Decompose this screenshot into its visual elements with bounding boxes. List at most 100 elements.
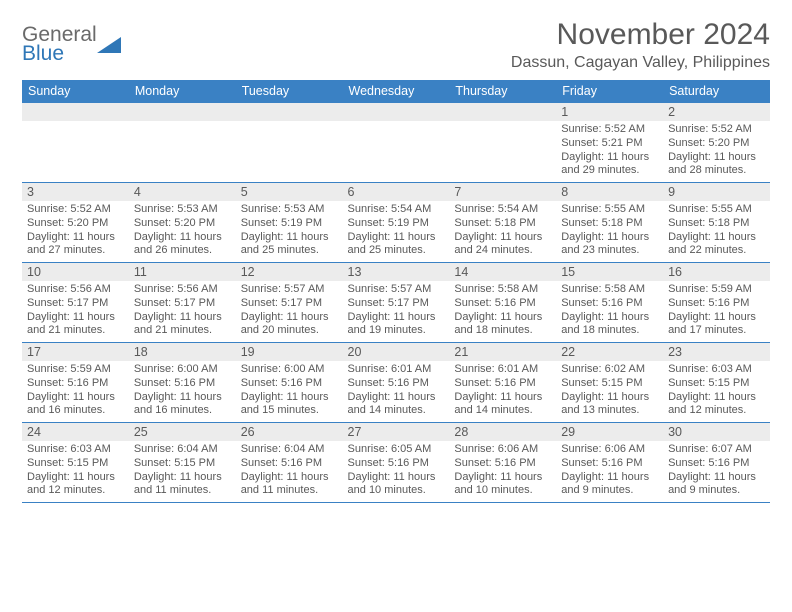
day-number (236, 103, 343, 121)
day-data: Sunrise: 5:55 AMSunset: 5:18 PMDaylight:… (663, 201, 770, 262)
day-cell (236, 103, 343, 183)
day-data: Sunrise: 6:05 AMSunset: 5:16 PMDaylight:… (343, 441, 450, 502)
week-row: 10Sunrise: 5:56 AMSunset: 5:17 PMDayligh… (22, 263, 770, 343)
logo-triangle-icon (97, 35, 125, 55)
day-cell: 22Sunrise: 6:02 AMSunset: 5:15 PMDayligh… (556, 343, 663, 423)
day-cell: 20Sunrise: 6:01 AMSunset: 5:16 PMDayligh… (343, 343, 450, 423)
day-number: 9 (663, 183, 770, 201)
day-data: Sunrise: 6:01 AMSunset: 5:16 PMDaylight:… (449, 361, 556, 422)
day-cell: 9Sunrise: 5:55 AMSunset: 5:18 PMDaylight… (663, 183, 770, 263)
day-data: Sunrise: 6:03 AMSunset: 5:15 PMDaylight:… (22, 441, 129, 502)
day-cell: 11Sunrise: 5:56 AMSunset: 5:17 PMDayligh… (129, 263, 236, 343)
day-number: 14 (449, 263, 556, 281)
day-number: 8 (556, 183, 663, 201)
header: General Blue November 2024 Dassun, Cagay… (22, 18, 770, 72)
location-label: Dassun, Cagayan Valley, Philippines (511, 54, 770, 72)
day-number (449, 103, 556, 121)
day-data: Sunrise: 5:55 AMSunset: 5:18 PMDaylight:… (556, 201, 663, 262)
day-data: Sunrise: 5:59 AMSunset: 5:16 PMDaylight:… (22, 361, 129, 422)
logo: General Blue (22, 24, 125, 64)
day-cell: 7Sunrise: 5:54 AMSunset: 5:18 PMDaylight… (449, 183, 556, 263)
day-cell: 4Sunrise: 5:53 AMSunset: 5:20 PMDaylight… (129, 183, 236, 263)
day-data: Sunrise: 6:06 AMSunset: 5:16 PMDaylight:… (449, 441, 556, 502)
day-number: 26 (236, 423, 343, 441)
day-number: 22 (556, 343, 663, 361)
day-data: Sunrise: 5:57 AMSunset: 5:17 PMDaylight:… (236, 281, 343, 342)
day-cell: 16Sunrise: 5:59 AMSunset: 5:16 PMDayligh… (663, 263, 770, 343)
day-data: Sunrise: 6:00 AMSunset: 5:16 PMDaylight:… (129, 361, 236, 422)
day-data: Sunrise: 5:52 AMSunset: 5:21 PMDaylight:… (556, 121, 663, 182)
week-row: 1Sunrise: 5:52 AMSunset: 5:21 PMDaylight… (22, 103, 770, 183)
day-data: Sunrise: 5:53 AMSunset: 5:19 PMDaylight:… (236, 201, 343, 262)
week-row: 24Sunrise: 6:03 AMSunset: 5:15 PMDayligh… (22, 423, 770, 503)
day-number: 21 (449, 343, 556, 361)
day-cell: 30Sunrise: 6:07 AMSunset: 5:16 PMDayligh… (663, 423, 770, 503)
day-data (236, 121, 343, 177)
day-number: 7 (449, 183, 556, 201)
day-data: Sunrise: 5:53 AMSunset: 5:20 PMDaylight:… (129, 201, 236, 262)
day-data: Sunrise: 5:54 AMSunset: 5:19 PMDaylight:… (343, 201, 450, 262)
week-row: 17Sunrise: 5:59 AMSunset: 5:16 PMDayligh… (22, 343, 770, 423)
day-number (343, 103, 450, 121)
day-number: 27 (343, 423, 450, 441)
day-data: Sunrise: 5:58 AMSunset: 5:16 PMDaylight:… (556, 281, 663, 342)
day-data (343, 121, 450, 177)
day-number: 20 (343, 343, 450, 361)
day-cell: 21Sunrise: 6:01 AMSunset: 5:16 PMDayligh… (449, 343, 556, 423)
day-number: 13 (343, 263, 450, 281)
day-cell: 1Sunrise: 5:52 AMSunset: 5:21 PMDaylight… (556, 103, 663, 183)
day-number: 29 (556, 423, 663, 441)
day-data: Sunrise: 6:00 AMSunset: 5:16 PMDaylight:… (236, 361, 343, 422)
day-cell: 13Sunrise: 5:57 AMSunset: 5:17 PMDayligh… (343, 263, 450, 343)
day-cell (129, 103, 236, 183)
day-number: 2 (663, 103, 770, 121)
day-data (129, 121, 236, 177)
day-cell: 23Sunrise: 6:03 AMSunset: 5:15 PMDayligh… (663, 343, 770, 423)
day-number (22, 103, 129, 121)
calendar-table: SundayMondayTuesdayWednesdayThursdayFrid… (22, 80, 770, 503)
day-number: 23 (663, 343, 770, 361)
day-cell: 8Sunrise: 5:55 AMSunset: 5:18 PMDaylight… (556, 183, 663, 263)
day-data: Sunrise: 6:07 AMSunset: 5:16 PMDaylight:… (663, 441, 770, 502)
day-number: 11 (129, 263, 236, 281)
day-cell: 17Sunrise: 5:59 AMSunset: 5:16 PMDayligh… (22, 343, 129, 423)
day-data: Sunrise: 6:04 AMSunset: 5:15 PMDaylight:… (129, 441, 236, 502)
day-cell: 3Sunrise: 5:52 AMSunset: 5:20 PMDaylight… (22, 183, 129, 263)
day-data: Sunrise: 5:52 AMSunset: 5:20 PMDaylight:… (663, 121, 770, 182)
dow-header-thursday: Thursday (449, 80, 556, 103)
calendar-body: 1Sunrise: 5:52 AMSunset: 5:21 PMDaylight… (22, 103, 770, 503)
day-cell: 28Sunrise: 6:06 AMSunset: 5:16 PMDayligh… (449, 423, 556, 503)
page-title: November 2024 (511, 18, 770, 52)
day-cell: 15Sunrise: 5:58 AMSunset: 5:16 PMDayligh… (556, 263, 663, 343)
day-cell: 12Sunrise: 5:57 AMSunset: 5:17 PMDayligh… (236, 263, 343, 343)
day-data: Sunrise: 5:56 AMSunset: 5:17 PMDaylight:… (22, 281, 129, 342)
day-number: 24 (22, 423, 129, 441)
day-cell: 19Sunrise: 6:00 AMSunset: 5:16 PMDayligh… (236, 343, 343, 423)
dow-header-tuesday: Tuesday (236, 80, 343, 103)
day-number: 1 (556, 103, 663, 121)
dow-header-monday: Monday (129, 80, 236, 103)
dow-header-friday: Friday (556, 80, 663, 103)
day-cell: 25Sunrise: 6:04 AMSunset: 5:15 PMDayligh… (129, 423, 236, 503)
day-cell: 2Sunrise: 5:52 AMSunset: 5:20 PMDaylight… (663, 103, 770, 183)
day-number: 10 (22, 263, 129, 281)
dow-header-saturday: Saturday (663, 80, 770, 103)
day-data: Sunrise: 5:52 AMSunset: 5:20 PMDaylight:… (22, 201, 129, 262)
day-number: 16 (663, 263, 770, 281)
dow-header-row: SundayMondayTuesdayWednesdayThursdayFrid… (22, 80, 770, 103)
day-cell: 14Sunrise: 5:58 AMSunset: 5:16 PMDayligh… (449, 263, 556, 343)
day-cell (449, 103, 556, 183)
logo-line2: Blue (22, 43, 97, 64)
day-number (129, 103, 236, 121)
day-data: Sunrise: 6:02 AMSunset: 5:15 PMDaylight:… (556, 361, 663, 422)
day-cell: 6Sunrise: 5:54 AMSunset: 5:19 PMDaylight… (343, 183, 450, 263)
day-number: 19 (236, 343, 343, 361)
day-number: 30 (663, 423, 770, 441)
day-cell: 10Sunrise: 5:56 AMSunset: 5:17 PMDayligh… (22, 263, 129, 343)
day-data: Sunrise: 5:58 AMSunset: 5:16 PMDaylight:… (449, 281, 556, 342)
day-data: Sunrise: 5:56 AMSunset: 5:17 PMDaylight:… (129, 281, 236, 342)
day-number: 15 (556, 263, 663, 281)
week-row: 3Sunrise: 5:52 AMSunset: 5:20 PMDaylight… (22, 183, 770, 263)
dow-header-sunday: Sunday (22, 80, 129, 103)
day-data (449, 121, 556, 177)
